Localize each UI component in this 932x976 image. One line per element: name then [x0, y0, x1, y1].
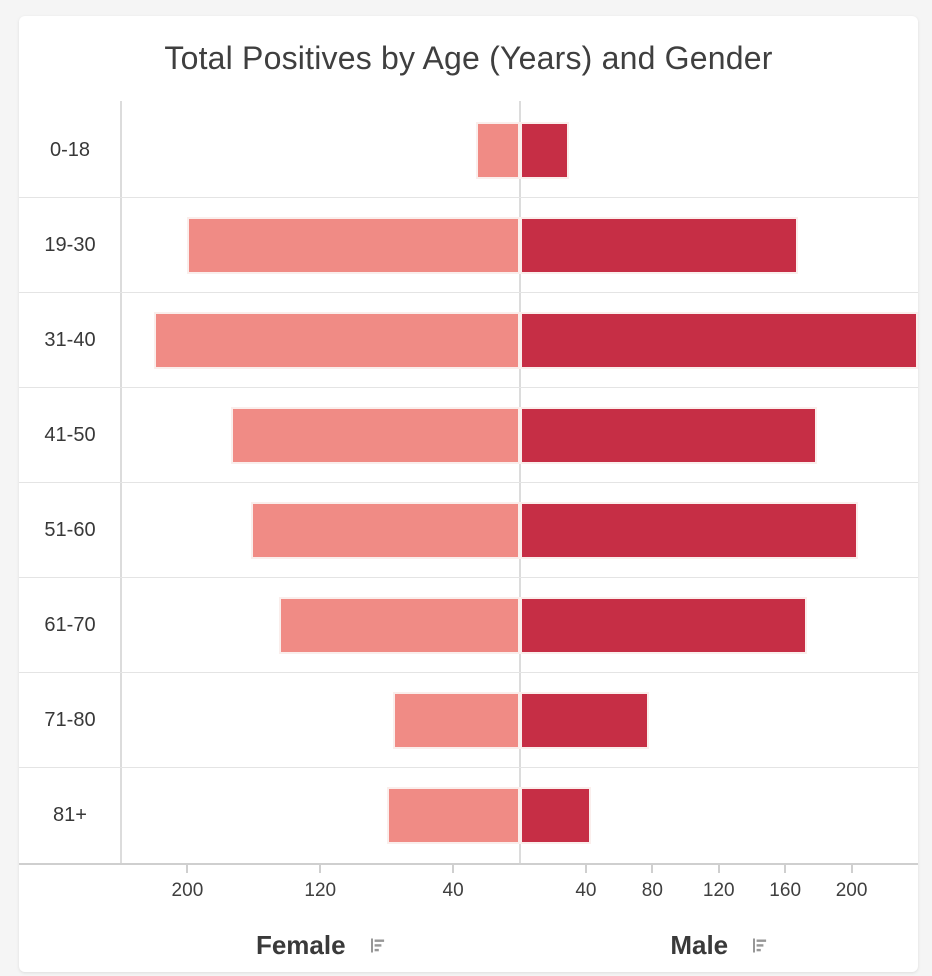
age-label: 41-50: [44, 423, 96, 446]
male-bar[interactable]: [519, 691, 649, 749]
age-row-71-80: 71-80: [19, 673, 918, 768]
male-bar[interactable]: [519, 216, 799, 274]
axis-tick: [850, 864, 853, 873]
male-bar[interactable]: [519, 311, 918, 369]
axis-tick-label: 160: [769, 880, 802, 901]
x-axis-tick-labels: 200 120 40 40 80 120 160 200: [121, 875, 918, 907]
age-label: 0-18: [49, 138, 91, 161]
axis-tick-label: 40: [442, 880, 464, 901]
female-bar[interactable]: [476, 121, 520, 179]
male-bar[interactable]: [519, 501, 859, 559]
axis-tick: [651, 864, 654, 873]
age-row-0-18: 0-18: [19, 103, 918, 198]
axis-tick-label: 200: [171, 880, 204, 901]
female-axis-label-group: Female: [121, 923, 520, 967]
age-label: 31-40: [44, 328, 96, 351]
bar-chart-icon[interactable]: [370, 938, 385, 953]
male-bar[interactable]: [519, 787, 591, 844]
female-axis-label: Female: [255, 929, 346, 960]
age-label: 81+: [53, 804, 87, 826]
age-row-51-60: 51-60: [19, 483, 918, 578]
male-axis-label: Male: [670, 929, 729, 960]
axis-tick: [717, 864, 720, 873]
female-bar[interactable]: [187, 216, 520, 274]
x-axis-line: [19, 863, 918, 875]
age-label: 19-30: [44, 233, 96, 256]
female-bar[interactable]: [230, 406, 520, 464]
axis-tick: [186, 864, 189, 873]
axis-tick: [584, 864, 587, 873]
age-label: 61-70: [44, 613, 96, 636]
axis-tick-label: 80: [641, 880, 663, 901]
age-row-41-50: 41-50: [19, 388, 918, 483]
axis-tick: [319, 864, 322, 873]
age-label: 51-60: [44, 518, 96, 541]
axis-tick-label: 120: [304, 880, 337, 901]
female-bar[interactable]: [386, 787, 520, 844]
age-row-31-40: 31-40: [19, 293, 918, 388]
female-bar[interactable]: [393, 691, 520, 749]
measure-labels: Female Male: [121, 923, 918, 967]
chart-title: Total Positives by Age (Years) and Gende…: [164, 40, 773, 76]
bar-chart-icon[interactable]: [752, 938, 767, 953]
age-label: 71-80: [44, 708, 96, 731]
age-row-81plus: 81+: [19, 768, 918, 863]
chart-card: Total Positives by Age (Years) and Gende…: [19, 16, 918, 972]
male-bar[interactable]: [519, 596, 807, 654]
age-row-61-70: 61-70: [19, 578, 918, 673]
axis-tick: [784, 864, 787, 873]
female-bar[interactable]: [278, 596, 520, 654]
x-axis-ticks: [121, 864, 918, 874]
plot-area: 0-18 19-30 31-40 41-50: [19, 101, 918, 863]
axis-tick: [452, 864, 455, 873]
male-bar[interactable]: [519, 121, 570, 179]
male-axis-label-group: Male: [520, 923, 919, 967]
age-row-19-30: 19-30: [19, 198, 918, 293]
axis-tick-label: 200: [835, 880, 868, 901]
male-bar[interactable]: [519, 406, 817, 464]
female-bar[interactable]: [250, 501, 520, 559]
axis-tick-label: 120: [702, 880, 735, 901]
female-bar[interactable]: [154, 311, 520, 369]
axis-tick-label: 40: [575, 880, 597, 901]
